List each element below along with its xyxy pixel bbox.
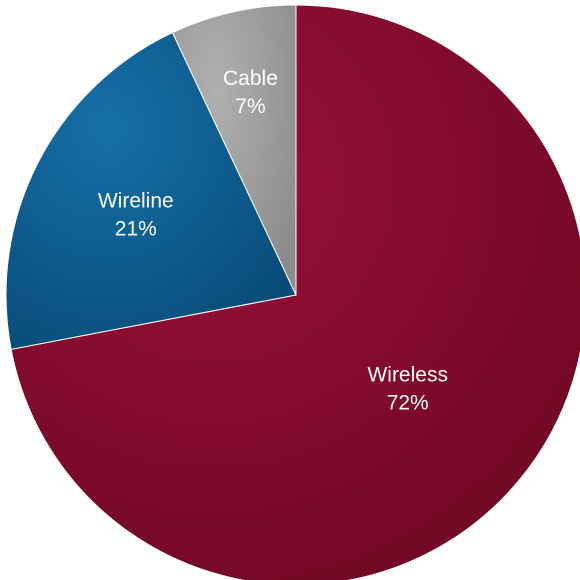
slice-label-wireline: Wireline	[98, 189, 174, 212]
pie-slices	[5, 4, 580, 580]
slice-label-wireless: Wireless	[367, 363, 448, 386]
slice-value-wireline: 21%	[115, 217, 157, 240]
slice-value-wireless: 72%	[387, 391, 429, 414]
pie-slice-wireless	[10, 4, 580, 580]
pie-labels: Wireless 72% Wireline 21% Cable 7%	[98, 67, 448, 414]
pie-slice-wireline	[5, 31, 297, 350]
slice-label-cable: Cable	[223, 67, 278, 90]
pie-slice-cable	[171, 4, 297, 296]
slice-value-cable: 7%	[235, 95, 265, 118]
